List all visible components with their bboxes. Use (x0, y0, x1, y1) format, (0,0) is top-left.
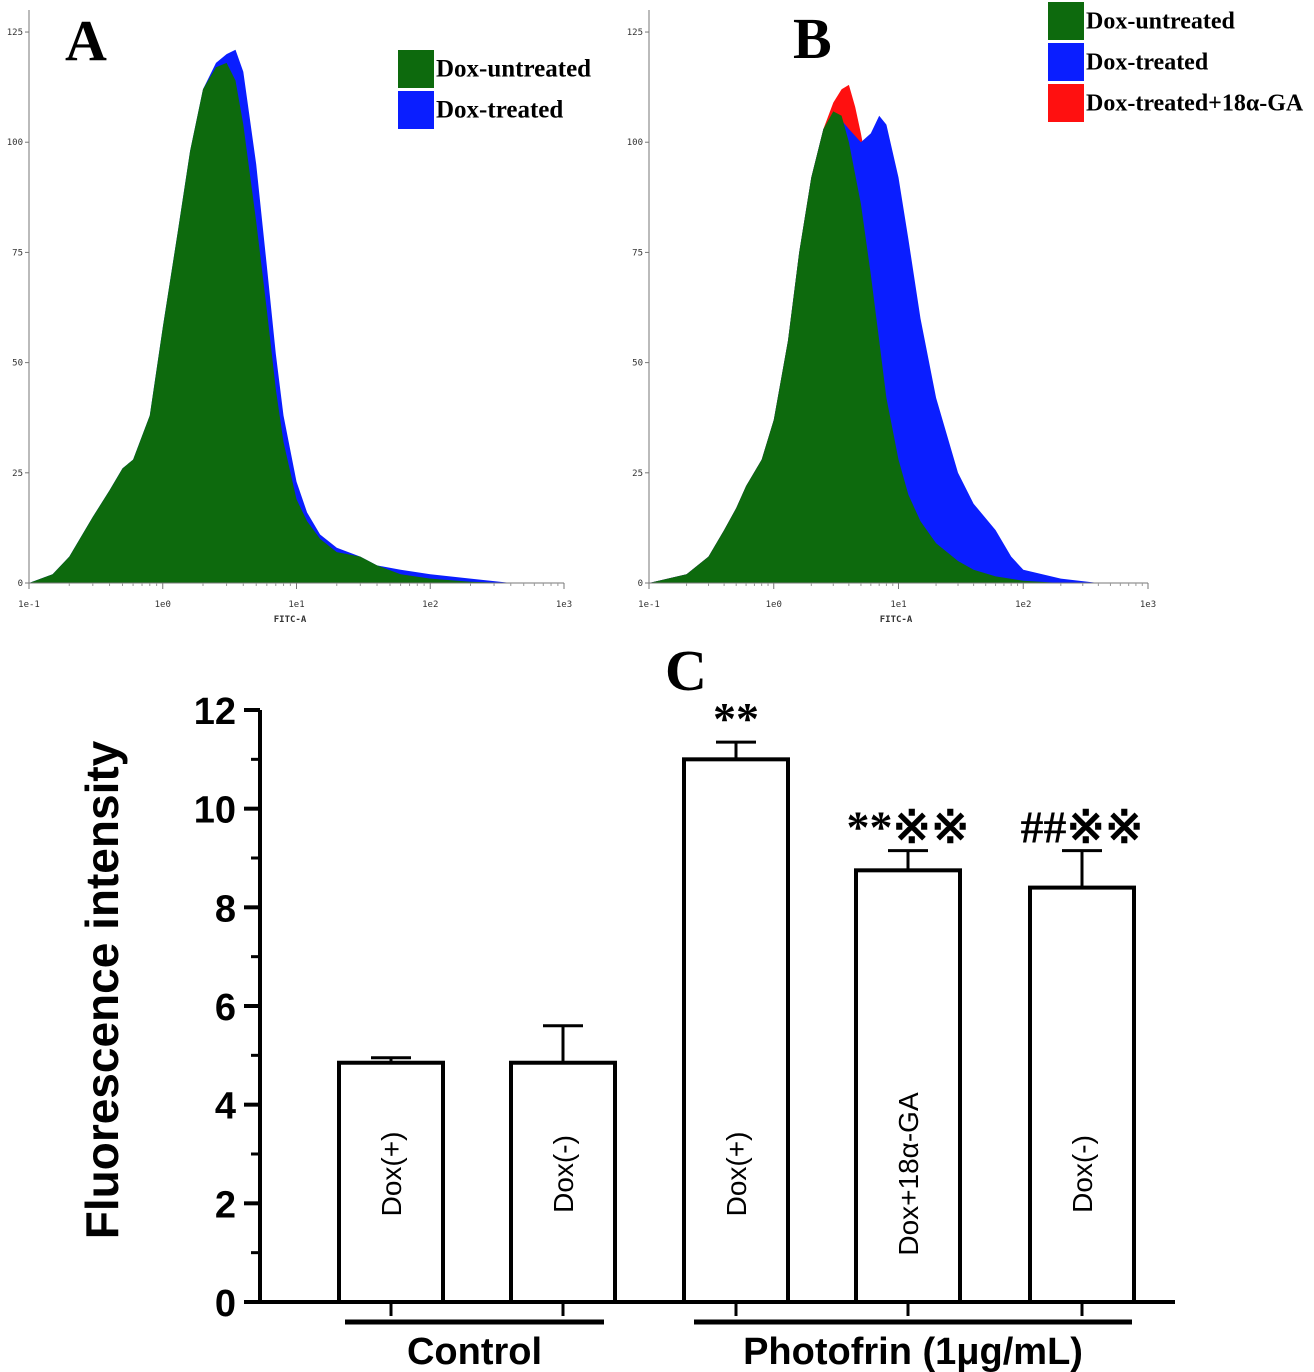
x-tick-label: 1e3 (1140, 600, 1156, 610)
x-tick-label: 1e-1 (638, 600, 660, 610)
y-tick-label: 12 (194, 691, 236, 733)
bar-category-label: Dox(+) (721, 1132, 752, 1217)
panel-a-plot-area (29, 49, 511, 583)
legend-label: Dox-treated (1086, 50, 1209, 76)
y-tick-label: 10 (194, 790, 236, 832)
panel-b-letter: B (793, 6, 832, 71)
bar-category-label: Dox+18α-GA (893, 1092, 924, 1256)
y-tick-label: 6 (215, 987, 236, 1029)
y-tick-label: 100 (7, 138, 23, 148)
bar-category-label: Dox(-) (548, 1135, 579, 1213)
y-tick-label: 0 (638, 579, 643, 589)
panel-c-y-axis-label: Fluorescence intensity (76, 740, 128, 1239)
y-tick-label: 25 (632, 469, 643, 479)
y-tick-label: 125 (7, 28, 23, 38)
panel-b-plot-area (649, 84, 1099, 584)
significance-annotation: **※※ (846, 802, 969, 853)
legend-label: Dox-untreated (1086, 9, 1236, 35)
bar-category-label: Dox(-) (1067, 1135, 1098, 1213)
x-tick-label: 1e2 (422, 600, 438, 610)
x-tick-label: 1e0 (155, 600, 171, 610)
x-tick-label: 1e-1 (18, 600, 40, 610)
bar (682, 757, 790, 1304)
legend-swatch (1048, 2, 1084, 40)
y-tick-label: 50 (632, 359, 643, 369)
bar-category-label: Dox(+) (376, 1132, 407, 1217)
group-label: Photofrin (1μg/mL) (743, 1331, 1083, 1372)
panel-c-axes: 0 2 4 6 8 10 12 (194, 691, 1175, 1325)
legend-label: Dox-untreated (436, 56, 591, 83)
x-tick-label: 1e3 (556, 600, 572, 610)
panel-b-histogram: B 0 25 50 75 100 125 1e-1 1e0 1e1 1e2 1e3 FITC-A D… (627, 2, 1304, 625)
panel-a-letter: A (65, 8, 107, 73)
legend-label: Dox-treated (436, 97, 563, 124)
legend-swatch (1048, 84, 1084, 122)
legend-swatch (398, 91, 434, 129)
significance-annotation: ** (713, 693, 759, 744)
y-tick-label: 4 (215, 1086, 236, 1128)
y-tick-label: 8 (215, 888, 236, 930)
panel-a-x-axis-label: FITC-A (274, 615, 307, 625)
legend-label: Dox-treated+18α-GA (1086, 91, 1304, 117)
y-tick-label: 25 (12, 469, 23, 479)
panel-a-histogram: A 0 25 50 75 100 125 1e-1 1e0 1e1 1e2 1e3 FITC-A D… (7, 8, 591, 625)
y-tick-label: 50 (12, 359, 23, 369)
panel-a-axes: 0 25 50 75 100 125 1e-1 1e0 1e1 1e2 1e3 (7, 10, 572, 610)
y-tick-label: 125 (627, 28, 643, 38)
bar (1028, 885, 1136, 1304)
y-tick-label: 0 (215, 1283, 236, 1325)
legend-swatch (398, 50, 434, 88)
panel-b-x-axis-label: FITC-A (880, 615, 913, 625)
y-tick-label: 75 (632, 248, 643, 258)
legend-swatch (1048, 43, 1084, 81)
x-tick-label: 1e2 (1015, 600, 1031, 610)
histogram-series-dox-untreated (649, 111, 1061, 584)
x-tick-label: 1e1 (890, 600, 906, 610)
panel-c-groups: Control Photofrin (1μg/mL) (345, 1319, 1132, 1372)
y-tick-label: 0 (18, 579, 23, 589)
panel-c-bars: Dox(+) Dox(-) Dox(+) ** Dox+18α-GA **※※ Dox(-)… (337, 693, 1144, 1304)
y-tick-label: 75 (12, 248, 23, 258)
group-label: Control (407, 1331, 542, 1372)
bar (854, 868, 962, 1304)
histogram-series-dox-untreated (29, 62, 511, 583)
x-tick-label: 1e1 (288, 600, 304, 610)
panel-b-legend: Dox-untreated Dox-treated Dox-treated+18α-… (1048, 2, 1304, 122)
panel-b-axes: 0 25 50 75 100 125 1e-1 1e0 1e1 1e2 1e3 (627, 10, 1156, 610)
y-tick-label: 100 (627, 138, 643, 148)
panel-a-legend: Dox-untreated Dox-treated (398, 50, 591, 129)
significance-annotation: ##※※ (1020, 802, 1143, 853)
panel-c-letter: C (665, 638, 707, 703)
panel-c-bar-chart: C Fluorescence intensity Dox(+) Dox(-) Dox… (76, 638, 1175, 1372)
y-tick-label: 2 (215, 1184, 236, 1226)
x-tick-label: 1e0 (766, 600, 782, 610)
